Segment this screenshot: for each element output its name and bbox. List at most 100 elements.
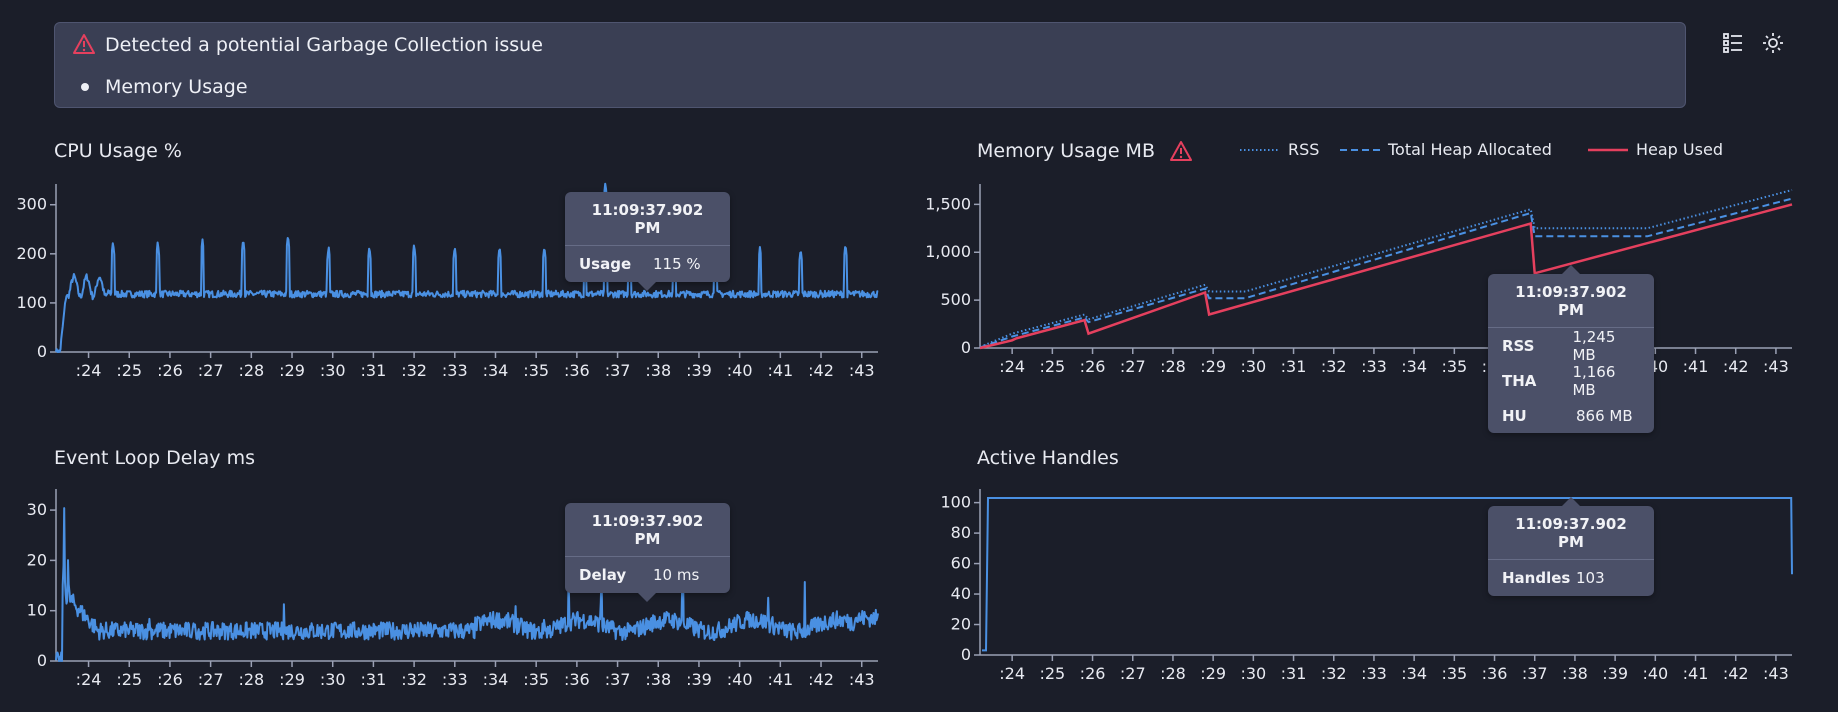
x-tick-label: :30 — [1240, 664, 1266, 683]
warning-icon — [73, 34, 95, 54]
x-tick-label: :34 — [483, 361, 509, 380]
tooltip-label: Handles — [1502, 569, 1571, 587]
y-tick-label: 1,500 — [925, 194, 971, 213]
x-tick-label: :30 — [320, 670, 346, 685]
y-tick-label: 500 — [940, 290, 971, 309]
y-tick-label: 20 — [27, 550, 47, 569]
list-view-icon[interactable] — [1720, 30, 1746, 56]
x-tick-label: :24 — [76, 670, 102, 685]
y-tick-label: 0 — [37, 651, 47, 670]
tooltip-value: 866 MB — [1576, 406, 1633, 425]
legend-heap-used[interactable]: Heap Used — [1588, 140, 1723, 159]
legend-rss[interactable]: RSS — [1240, 140, 1319, 159]
x-tick-label: :43 — [1763, 664, 1789, 683]
tooltip-time: 11:09:37.902 PM — [565, 503, 730, 557]
x-tick-label: :24 — [999, 357, 1025, 376]
x-tick-label: :37 — [605, 670, 631, 685]
tooltip-time: 11:09:37.902 PM — [1488, 506, 1654, 560]
x-tick-label: :29 — [1200, 357, 1226, 376]
x-tick-label: :37 — [1522, 664, 1548, 683]
y-tick-label: 0 — [37, 342, 47, 361]
legend-label: RSS — [1288, 140, 1320, 159]
x-tick-label: :33 — [1361, 664, 1387, 683]
x-tick-label: :41 — [767, 670, 793, 685]
event-loop-delay-chart[interactable]: 0 10 20 30:24:25:26:27:28:29:30:31:32:33:34… — [0, 485, 900, 685]
memory-usage-chart[interactable]: 0 500 1,000 1,500:24:25:26:27:28:29:30:31:3… — [920, 180, 1838, 380]
x-tick-label: :34 — [1401, 357, 1427, 376]
alert-title: Detected a potential Garbage Collection … — [105, 34, 543, 56]
tooltip-value: 10 ms — [653, 566, 700, 584]
y-tick-label: 100 — [16, 293, 47, 312]
rss-line — [979, 189, 1793, 348]
x-tick-label: :38 — [645, 361, 671, 380]
x-tick-label: :36 — [1482, 664, 1508, 683]
legend-total-heap-allocated[interactable]: Total Heap Allocated — [1340, 140, 1552, 159]
x-tick-label: :40 — [727, 670, 753, 685]
active-handles-chart[interactable]: 0 20 40 60 80 100:24:25:26:27:28:29:30:31:32:… — [920, 485, 1838, 685]
y-tick-label: 200 — [16, 244, 47, 263]
tooltip-label: RSS — [1502, 336, 1535, 355]
x-tick-label: :31 — [1281, 357, 1307, 376]
x-tick-label: :43 — [849, 670, 875, 685]
x-tick-label: :31 — [1281, 664, 1307, 683]
cpu-usage-chart[interactable]: 0 100 200 300:24:25:26:27:28:29:30:31:32:33… — [0, 180, 900, 380]
x-tick-label: :38 — [645, 670, 671, 685]
x-tick-label: :25 — [1039, 357, 1065, 376]
event-loop-delay-line — [55, 507, 879, 662]
x-tick-label: :38 — [1562, 664, 1588, 683]
legend-label: Total Heap Allocated — [1388, 140, 1552, 159]
y-tick-label: 30 — [27, 500, 47, 519]
eventloop-chart-title: Event Loop Delay ms — [54, 447, 256, 469]
x-tick-label: :43 — [1763, 357, 1789, 376]
x-tick-label: :29 — [279, 670, 305, 685]
x-tick-label: :28 — [1160, 357, 1186, 376]
x-tick-label: :40 — [1642, 664, 1668, 683]
x-tick-label: :43 — [849, 361, 875, 380]
x-tick-label: :33 — [1361, 357, 1387, 376]
x-tick-label: :40 — [727, 361, 753, 380]
tooltip-value: 115 % — [653, 255, 701, 273]
tooltip-row: Handles 103 — [1488, 560, 1654, 596]
x-tick-label: :25 — [116, 670, 142, 685]
y-tick-label: 1,000 — [925, 242, 971, 261]
x-tick-label: :28 — [1160, 664, 1186, 683]
x-tick-label: :33 — [442, 361, 468, 380]
x-tick-label: :37 — [605, 361, 631, 380]
y-tick-label: 0 — [961, 338, 971, 357]
memory-warning-icon — [1170, 141, 1192, 161]
x-tick-label: :31 — [361, 361, 387, 380]
tooltip-value: 103 — [1576, 569, 1605, 587]
x-tick-label: :41 — [767, 361, 793, 380]
tooltip-value: 1,245 MB — [1572, 327, 1616, 364]
x-tick-label: :27 — [1120, 357, 1146, 376]
x-tick-label: :42 — [1723, 357, 1749, 376]
gc-alert-banner: Detected a potential Garbage Collection … — [54, 22, 1686, 108]
tooltip-row: THA 1,166 MB — [1488, 362, 1654, 399]
x-tick-label: :39 — [686, 361, 712, 380]
x-tick-label: :32 — [1321, 357, 1347, 376]
x-tick-label: :42 — [808, 670, 834, 685]
tooltip-label: THA — [1502, 371, 1537, 390]
x-tick-label: :39 — [1602, 664, 1628, 683]
y-tick-label: 100 — [940, 493, 971, 512]
cpu-chart-title: CPU Usage % — [54, 140, 182, 162]
y-tick-label: 60 — [951, 554, 971, 573]
heap-used-line — [979, 203, 1793, 350]
x-tick-label: :29 — [1200, 664, 1226, 683]
dashed-line-icon — [1340, 148, 1380, 151]
x-tick-label: :32 — [1321, 664, 1347, 683]
x-tick-label: :26 — [157, 361, 183, 380]
x-tick-label: :36 — [564, 361, 590, 380]
tooltip-value: 1,166 MB — [1572, 362, 1616, 399]
x-tick-label: :35 — [1441, 664, 1467, 683]
x-tick-label: :41 — [1683, 357, 1709, 376]
theme-sun-icon[interactable] — [1760, 30, 1786, 56]
tooltip-time: 11:09:37.902 PM — [1488, 274, 1654, 328]
x-tick-label: :25 — [116, 361, 142, 380]
x-tick-label: :36 — [564, 670, 590, 685]
memory-tooltip: 11:09:37.902 PM RSS 1,245 MB THA 1,166 M… — [1488, 265, 1654, 433]
x-tick-label: :26 — [157, 670, 183, 685]
tooltip-row: Usage 115 % — [565, 246, 730, 282]
eventloop-tooltip: 11:09:37.902 PM Delay 10 ms — [565, 503, 730, 602]
tooltip-label: Usage — [579, 255, 632, 273]
